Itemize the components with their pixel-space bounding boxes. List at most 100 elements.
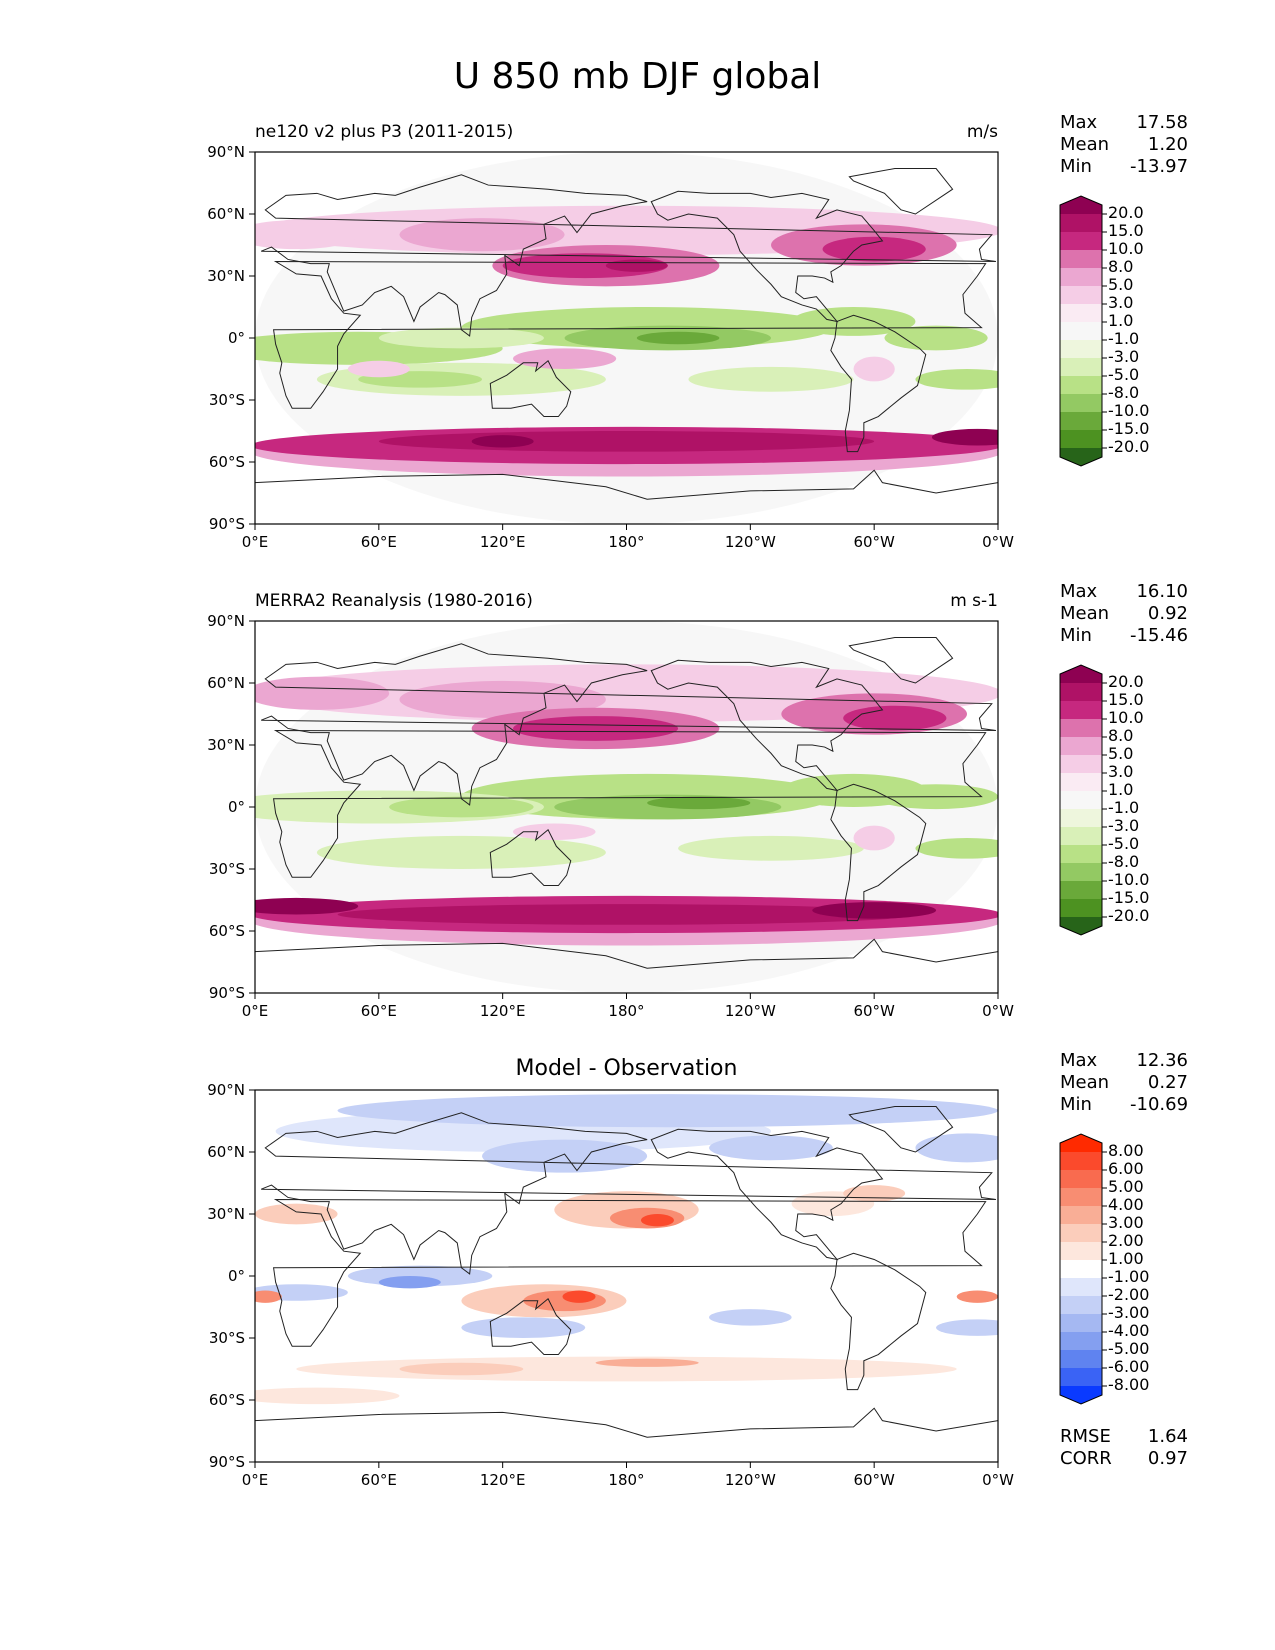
lon-tick-label: 60°E [360,1002,397,1020]
lon-tick-label: 0°E [241,1471,269,1489]
colorbar [1059,195,1107,467]
lon-tick-label: 60°W [853,1471,895,1489]
contour-region [915,369,998,390]
contour-region [512,716,679,741]
contour-region [936,1319,998,1336]
lon-tick-label: 60°W [853,533,895,551]
contour-region [822,236,926,262]
lat-tick-label: 60°N [207,674,245,692]
coastline-greenland [848,637,954,684]
lat-tick-label: 30°N [207,1205,245,1223]
colorbar-segment [1060,1350,1102,1368]
colorbar-segment [1060,358,1102,376]
stat-mean: Mean 0.27 [1060,1072,1188,1094]
lon-tick-label: 0°W [982,1002,1014,1020]
colorbar-segment [1060,827,1102,845]
colorbar-tick-label: 5.0 [1108,744,1134,763]
contour-region [378,327,544,349]
colorbar-tick-label: 5.00 [1108,1177,1144,1196]
colorbar-segment [1060,1206,1102,1224]
colorbar-tick-label: 3.0 [1108,293,1134,312]
lat-tick-label: 30°S [208,860,245,878]
colorbar-segment [1060,1260,1102,1278]
colorbar-segment [1060,1152,1102,1170]
colorbar-tick-label: 10.0 [1108,708,1144,727]
lat-tick-label: 90°S [208,984,245,1002]
contour-region [595,1358,699,1367]
colorbar-segment [1060,683,1102,701]
contour-region [471,435,534,448]
stat-value: 0.97 [1147,1448,1188,1469]
contour-region [812,902,937,919]
contour-field [255,1090,998,1462]
colorbar-tick-label: -2.00 [1108,1285,1150,1304]
lat-tick-label: 0° [227,329,245,347]
colorbar-segment [1060,1134,1102,1152]
coastline-namerica [650,190,884,323]
lat-tick-label: 90°N [207,612,245,630]
lon-tick-label: 60°E [360,1471,397,1489]
lat-tick-label: 30°N [207,736,245,754]
stat-label: Min [1060,1094,1092,1115]
colorbar-segment [1060,1170,1102,1188]
stat-min: Min -10.69 [1060,1094,1188,1116]
colorbar-segment [1060,899,1102,917]
contour-region [389,796,534,818]
colorbar-tick-label: 3.0 [1108,762,1134,781]
coastline-greenland [848,168,954,215]
colorbar-segment [1060,1368,1102,1386]
colorbar-tick-label: 5.0 [1108,275,1134,294]
stat-value: 12.36 [1136,1050,1188,1071]
lat-tick-label: 90°S [208,1453,245,1471]
colorbar-tick-label: -20.0 [1108,906,1150,925]
stat-rmse: RMSE 1.64 [1060,1426,1188,1448]
contour-region [636,331,720,345]
coastlines [255,637,998,969]
colorbar-tick-label: 20.0 [1108,203,1144,222]
colorbar-tick-label: 20.0 [1108,672,1144,691]
colorbar-segment [1060,1278,1102,1296]
colorbar-segment [1060,809,1102,827]
coastline-samerica [830,314,927,453]
stat-label: Mean [1060,1072,1110,1093]
contour-region [347,360,410,378]
stat-label: Max [1060,112,1098,133]
lat-tick-label: 60°N [207,1143,245,1161]
contour-region [791,307,916,336]
coastline-antarctica [255,1407,998,1438]
contour-region [255,1203,338,1225]
colorbar-segment [1060,196,1102,214]
contour-region [399,1362,524,1376]
colorbar-segment [1060,1386,1102,1404]
contour-region [399,218,565,252]
colorbar-tick-label: 15.0 [1108,690,1144,709]
colorbar-segment [1060,340,1102,358]
colorbar-tick-label: -1.0 [1108,329,1140,348]
contour-region [316,835,606,869]
coastline-samerica [830,1252,927,1391]
coastline-greenland [848,1106,954,1153]
colorbar [1059,664,1107,936]
coastline-africa [272,1199,987,1347]
stat-value: -10.69 [1130,1094,1189,1115]
colorbar-tick-label: -5.0 [1108,365,1140,384]
stat-label: CORR [1060,1448,1112,1469]
coastline-eurasia [261,643,997,806]
colorbar-segment [1060,250,1102,268]
contour-region [502,253,668,279]
colorbar-segment [1060,322,1102,340]
contour-region [709,1135,833,1161]
panel-units: m/s [966,122,998,142]
colorbar-tick-label: -15.0 [1108,888,1150,907]
contour-region [688,366,854,392]
colorbar-tick-label: -10.0 [1108,401,1150,420]
coastline-samerica [830,783,927,922]
contour-region [640,1214,674,1227]
stat-value: -15.46 [1130,625,1189,646]
stat-max: Max 16.10 [1060,581,1188,603]
contour-field [255,152,998,524]
coastline-antarctica [255,938,998,969]
contour-region [678,835,864,861]
colorbar-tick-label: 1.0 [1108,780,1134,799]
colorbar-segment [1060,376,1102,394]
